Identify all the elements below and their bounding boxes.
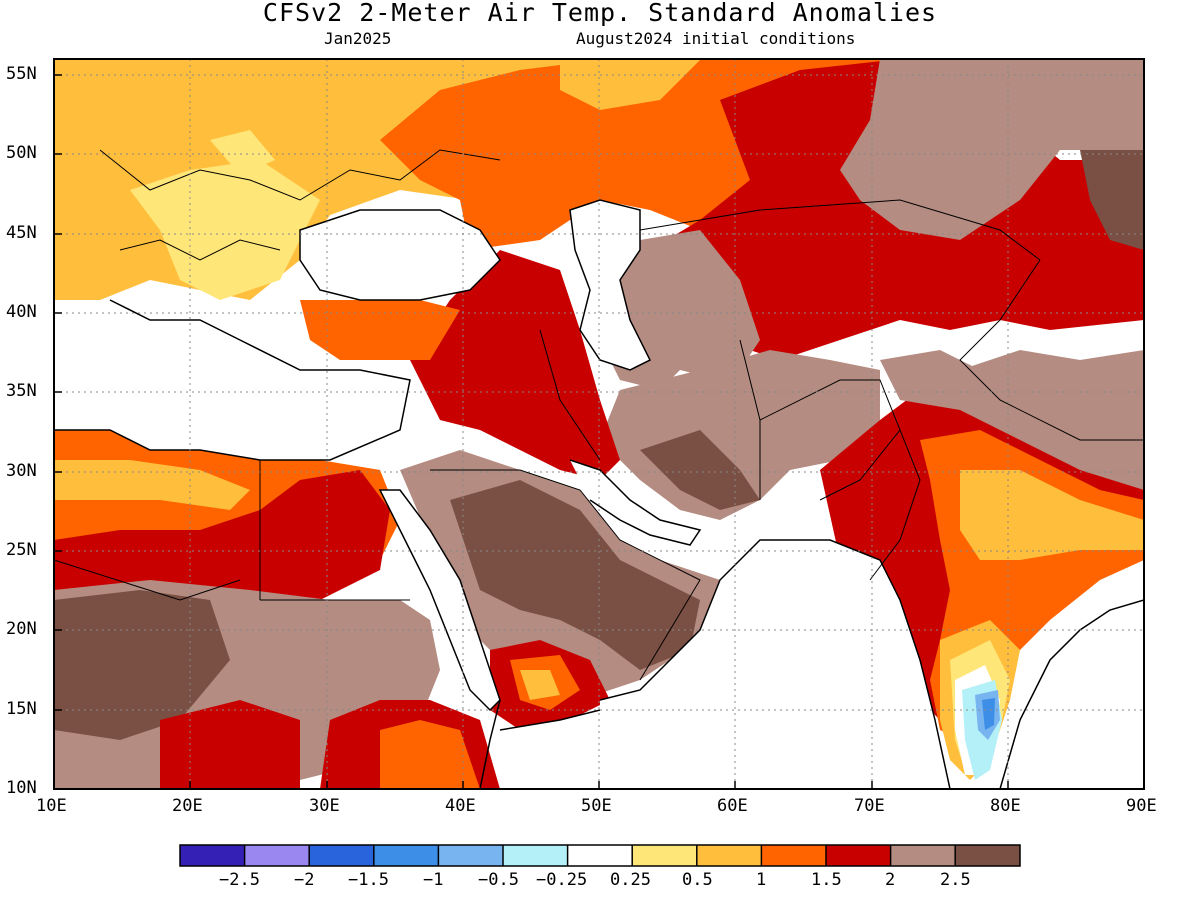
- coastline-bay-of-bengal: [999, 599, 1144, 789]
- anomaly-region-africa-sw-red: [160, 700, 300, 789]
- y-label-40n: 40N: [6, 302, 37, 322]
- colorbar-label-7: 0.5: [682, 870, 713, 890]
- border-saudi: [430, 469, 701, 681]
- colorbar-swatch-6: [567, 845, 633, 866]
- colorbar-swatch-10: [826, 845, 891, 866]
- anomaly-region-europe-yellow-north: [210, 130, 275, 175]
- coastlines: [54, 199, 1144, 789]
- colorbar-swatch-0: [180, 845, 245, 866]
- y-label-20n: 20N: [6, 619, 37, 639]
- y-label-30n: 30N: [6, 461, 37, 481]
- coastline-persian-gulf: [569, 459, 702, 546]
- anomaly-region-yemen-yellow: [520, 670, 560, 700]
- colorbar-label-8: 1: [756, 870, 767, 890]
- colorbar-swatch-1: [244, 845, 310, 866]
- x-label-70e: 70E: [854, 796, 885, 816]
- border-iran-iraq: [539, 329, 601, 461]
- map-plot-area: [54, 59, 1144, 789]
- x-label-80e: 80E: [990, 796, 1021, 816]
- colorbar-label-10: 2: [885, 870, 896, 890]
- colorbar-swatch-9: [761, 845, 826, 866]
- y-label-50n: 50N: [6, 143, 37, 163]
- axis-ticks: [53, 74, 1145, 789]
- colorbar-swatch-11: [890, 845, 956, 866]
- anomaly-region-arabia-dark: [450, 480, 700, 670]
- x-label-60e: 60E: [717, 796, 748, 816]
- subtitle-initial-conditions: August2024 initial conditions: [576, 29, 856, 48]
- border-europe-1: [99, 149, 501, 201]
- border-india-pakistan: [869, 429, 921, 581]
- y-label-55n: 55N: [6, 64, 37, 84]
- borders: [54, 149, 1144, 681]
- bay-of-bengal: [1000, 600, 1144, 789]
- border-chad: [54, 559, 241, 601]
- anomaly-region-iran-dark: [640, 430, 760, 510]
- colorbar-swatch-5: [503, 845, 568, 866]
- colorbar-swatch-2: [309, 845, 374, 866]
- y-label-25n: 25N: [6, 540, 37, 560]
- y-label-45n: 45N: [6, 223, 37, 243]
- y-label-10n: 10N: [6, 778, 37, 798]
- border-china-west: [959, 259, 1144, 441]
- anomaly-region-europe-yellow: [130, 160, 320, 300]
- colorbar-swatch-3: [373, 845, 439, 866]
- anomaly-region-ethiopia-orange: [380, 720, 480, 789]
- colorbar-swatch-8: [696, 845, 762, 866]
- colorbar-label-11: 2.5: [940, 870, 971, 890]
- grid-lines: [54, 59, 1144, 789]
- border-afghan-pakistan: [759, 379, 901, 501]
- coastline-red-sea: [378, 489, 501, 712]
- coastline-gulf-of-aden: [499, 709, 601, 731]
- border-kazakh: [639, 199, 1041, 261]
- x-label-90e: 90E: [1126, 796, 1157, 816]
- colorbar-label-9: 1.5: [811, 870, 842, 890]
- anomaly-region-sahel-red: [54, 470, 390, 600]
- red-sea: [380, 490, 500, 710]
- y-label-35n: 35N: [6, 381, 37, 401]
- colorbar-label-3: −1: [423, 870, 444, 890]
- caspian-sea: [570, 200, 650, 370]
- coastline-arabian-sea: [599, 539, 951, 789]
- arabian-sea: [560, 540, 950, 789]
- x-label-20e: 20E: [172, 796, 203, 816]
- colorbar-label-4: −0.5: [478, 870, 519, 890]
- black-sea: [300, 210, 500, 300]
- x-label-30e: 30E: [309, 796, 340, 816]
- map-title: CFSv2 2-Meter Air Temp. Standard Anomali…: [262, 0, 938, 27]
- colorbar-outline: [179, 844, 1021, 867]
- colorbar-label-5: −0.25: [536, 870, 588, 890]
- anomaly-region-india-yellow: [960, 470, 1144, 560]
- anomaly-region-india-south-blue-core: [982, 698, 995, 730]
- anomaly-region-turkey-orange: [300, 300, 460, 360]
- y-label-15n: 15N: [6, 699, 37, 719]
- colorbar-border: [179, 844, 1021, 867]
- colorbar: [179, 844, 1021, 867]
- anomaly-region-chad-dark: [54, 590, 230, 740]
- colorbar-swatch-7: [632, 845, 697, 866]
- anomaly-region-levant-red: [410, 250, 620, 480]
- gulf-of-aden: [500, 710, 620, 789]
- x-label-40e: 40E: [445, 796, 476, 816]
- coastline-east-africa: [479, 699, 501, 789]
- colorbar-swatch-4: [438, 845, 503, 866]
- persian-gulf: [570, 460, 700, 545]
- x-label-50e: 50E: [581, 796, 612, 816]
- border-europe-2: [119, 239, 281, 261]
- anomaly-region-china-brown: [840, 59, 1144, 240]
- coastline-black-sea: [299, 209, 501, 301]
- anomaly-region-mongolia-dark: [1080, 150, 1144, 250]
- x-label-10e: 10E: [36, 796, 67, 816]
- colorbar-swatch-12: [955, 845, 1020, 866]
- coastline-mediterranean: [54, 299, 411, 461]
- colorbar-label-2: −1.5: [348, 870, 389, 890]
- colorbar-label-1: −2: [294, 870, 315, 890]
- mediterranean-sea: [54, 300, 410, 460]
- coastline-caspian-sea: [569, 199, 652, 371]
- colorbar-label-6: 0.25: [610, 870, 651, 890]
- anomaly-region-ne-india-brown: [880, 350, 1144, 490]
- colorbar-label-0: −2.5: [219, 870, 260, 890]
- anomaly-region-russia-orange-2: [560, 60, 700, 110]
- subtitle-valid-month: Jan2025: [324, 29, 392, 48]
